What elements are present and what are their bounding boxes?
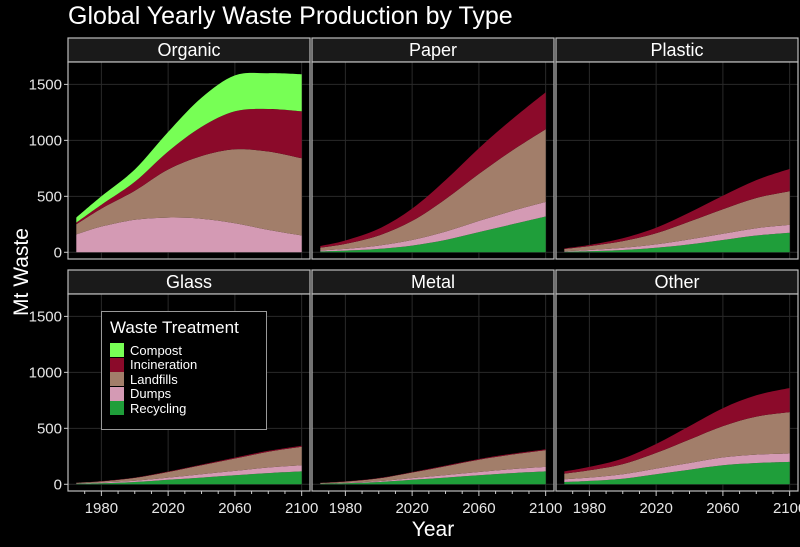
area-compost-organic <box>76 72 302 223</box>
legend-item-dumps: Dumps <box>110 386 258 402</box>
chart-title: Global Yearly Waste Production by Type <box>68 2 513 30</box>
panel-title-other: Other <box>654 272 699 292</box>
panel-title-metal: Metal <box>411 272 455 292</box>
area-dumps-metal <box>320 466 546 484</box>
x-axis-label: Year <box>411 518 455 541</box>
legend-swatch-dumps <box>110 386 124 401</box>
panel-metal: Metal <box>311 269 555 492</box>
area-recycling-paper <box>320 216 546 253</box>
legend-item-landfills: Landfills <box>110 372 258 387</box>
legend-item-recycling: Recycling <box>110 401 258 416</box>
panel-border <box>555 293 799 492</box>
panel-border <box>311 293 555 492</box>
x-tick-label: 2060 <box>706 500 739 517</box>
legend: Waste Treatment Compost Incineration Lan… <box>101 311 267 430</box>
panel-strip-organic <box>67 37 311 63</box>
y-axis-label: Mt Waste <box>10 228 33 316</box>
area-incineration-metal <box>320 449 546 483</box>
area-dumps-plastic <box>564 224 790 252</box>
legend-label-landfills: Landfills <box>130 371 178 387</box>
area-landfills-metal <box>320 450 546 484</box>
area-landfills-glass <box>76 446 302 484</box>
x-tick-label: 2020 <box>395 500 428 517</box>
x-tick-label: 2020 <box>151 500 184 517</box>
legend-swatch-recycling <box>110 401 124 416</box>
x-tick-label: 2020 <box>639 500 672 517</box>
area-incineration-plastic <box>564 168 790 249</box>
y-tick-label: 1500 <box>29 76 62 93</box>
legend-label-incineration: Incineration <box>130 357 198 373</box>
area-dumps-paper <box>320 201 546 252</box>
panel-border <box>555 61 799 260</box>
y-tick-label: 1500 <box>29 308 62 325</box>
area-incineration-glass <box>76 445 302 483</box>
y-tick-label: 1000 <box>29 132 62 149</box>
y-tick-label: 0 <box>54 476 62 493</box>
area-incineration-organic <box>76 108 302 225</box>
panel-title-organic: Organic <box>157 40 220 60</box>
y-tick-label: 0 <box>54 244 62 261</box>
area-recycling-plastic <box>564 232 790 253</box>
panel-strip-plastic <box>555 37 799 63</box>
legend-swatch-compost <box>110 343 124 358</box>
panel-strip-paper <box>311 37 555 63</box>
panel-border <box>311 61 555 260</box>
x-tick-label: 2060 <box>218 500 251 517</box>
legend-swatch-incineration <box>110 357 124 372</box>
area-landfills-plastic <box>564 191 790 252</box>
x-tick-label: 2060 <box>462 500 495 517</box>
area-landfills-paper <box>320 129 546 251</box>
legend-swatch-landfills <box>110 372 124 387</box>
panel-title-paper: Paper <box>409 40 457 60</box>
y-tick-label: 500 <box>37 420 62 437</box>
panel-plastic: Plastic <box>555 37 799 260</box>
y-tick-label: 500 <box>37 188 62 205</box>
legend-label-dumps: Dumps <box>130 386 172 402</box>
panel-organic: Organic <box>67 37 311 260</box>
x-tick-label: 1980 <box>573 500 606 517</box>
area-recycling-other <box>564 461 790 485</box>
panel-other: Other <box>555 269 799 492</box>
panel-strip-other <box>555 269 799 295</box>
panel-title-glass: Glass <box>166 272 212 292</box>
panel-strip-glass <box>67 269 311 295</box>
legend-label-compost: Compost <box>130 342 183 358</box>
legend-item-incineration: Incineration <box>110 357 258 373</box>
panel-border <box>67 61 311 260</box>
x-tick-label: 2100 <box>285 500 318 517</box>
x-tick-label: 1980 <box>329 500 362 517</box>
x-tick-label: 1980 <box>85 500 118 517</box>
area-recycling-glass <box>76 471 302 485</box>
area-dumps-glass <box>76 465 302 484</box>
legend-title: Waste Treatment <box>110 318 239 337</box>
panel-strip-metal <box>311 269 555 295</box>
area-recycling-metal <box>320 471 546 485</box>
area-dumps-other <box>564 453 790 482</box>
panel-title-plastic: Plastic <box>650 40 703 60</box>
area-landfills-organic <box>76 149 302 236</box>
area-landfills-other <box>564 412 790 480</box>
legend-label-recycling: Recycling <box>130 400 187 416</box>
panel-border <box>67 293 311 492</box>
panel-paper: Paper <box>311 37 555 260</box>
area-dumps-organic <box>76 217 302 253</box>
legend-item-compost: Compost <box>110 343 258 358</box>
y-tick-label: 1000 <box>29 364 62 381</box>
x-tick-label: 2100 <box>529 500 562 517</box>
area-incineration-other <box>564 388 790 474</box>
x-tick-label: 2100 <box>773 500 800 517</box>
